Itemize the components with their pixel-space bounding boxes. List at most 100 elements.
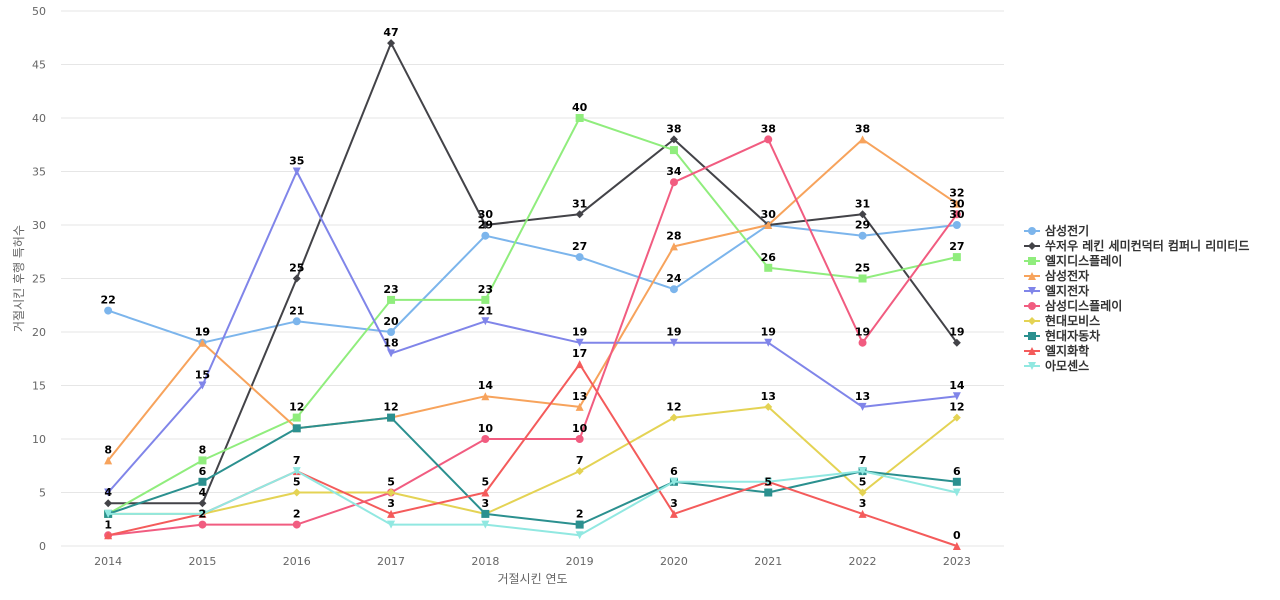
data-point[interactable]: [952, 477, 961, 486]
data-point[interactable]: [292, 317, 301, 326]
data-point[interactable]: [481, 221, 490, 229]
legend-item[interactable]: 엘지화학: [1024, 343, 1089, 358]
data-point[interactable]: [575, 338, 584, 347]
data-point[interactable]: [387, 295, 396, 304]
legend-item[interactable]: 현대자동차: [1024, 328, 1100, 343]
data-point[interactable]: [292, 520, 301, 529]
legend-item[interactable]: 삼성전자: [1024, 268, 1089, 283]
data-point[interactable]: [764, 221, 773, 229]
data-point[interactable]: [198, 520, 207, 529]
data-point[interactable]: [387, 488, 396, 497]
data-point[interactable]: [952, 392, 961, 401]
series-line[interactable]: [108, 470, 958, 537]
data-point[interactable]: [104, 509, 113, 518]
data-point[interactable]: [952, 221, 961, 229]
data-point[interactable]: [858, 338, 867, 347]
data-point[interactable]: [198, 381, 207, 390]
data-point[interactable]: [387, 509, 396, 518]
legend-item[interactable]: 쑤저우 레킨 세미컨덕터 컴퍼니 리미티드: [1024, 238, 1249, 253]
data-point[interactable]: [387, 413, 396, 422]
data-point[interactable]: [669, 477, 678, 486]
data-point[interactable]: [858, 467, 867, 476]
data-point[interactable]: [575, 435, 584, 443]
data-point[interactable]: [669, 509, 678, 518]
data-point[interactable]: [764, 488, 773, 497]
data-point[interactable]: [292, 413, 301, 422]
series-line[interactable]: [108, 405, 958, 515]
data-point[interactable]: [481, 435, 490, 443]
data-point[interactable]: [575, 531, 584, 540]
series-line[interactable]: [108, 42, 958, 505]
data-point[interactable]: [575, 114, 584, 122]
data-point[interactable]: [669, 146, 678, 155]
data-point[interactable]: [292, 467, 301, 476]
data-point[interactable]: [481, 520, 490, 529]
data-point[interactable]: [387, 328, 396, 336]
legend-item[interactable]: 엘지전자: [1024, 283, 1089, 298]
data-point[interactable]: [858, 488, 867, 497]
data-point[interactable]: [104, 456, 113, 465]
data-point[interactable]: [575, 253, 584, 262]
data-point[interactable]: [764, 338, 773, 347]
data-point[interactable]: [858, 402, 867, 411]
data-point[interactable]: [104, 306, 113, 315]
legend-item[interactable]: 현대모비스: [1024, 313, 1100, 328]
data-point[interactable]: [575, 402, 584, 411]
series-line[interactable]: [107, 170, 957, 494]
data-point[interactable]: [198, 456, 207, 465]
data-point[interactable]: [764, 135, 773, 144]
data-point[interactable]: [387, 349, 396, 358]
data-point[interactable]: [481, 392, 490, 401]
data-point[interactable]: [952, 253, 961, 262]
data-point[interactable]: [952, 338, 961, 347]
data-point[interactable]: [858, 509, 867, 518]
data-point[interactable]: [387, 39, 396, 48]
series-line[interactable]: [107, 117, 958, 515]
data-point[interactable]: [858, 135, 867, 144]
data-point[interactable]: [952, 199, 961, 208]
data-point[interactable]: [575, 520, 584, 529]
data-point[interactable]: [669, 285, 678, 294]
series-line[interactable]: [107, 224, 957, 344]
data-point[interactable]: [952, 210, 961, 219]
data-point[interactable]: [292, 167, 301, 176]
legend-item[interactable]: 아모센스: [1024, 358, 1089, 373]
data-point[interactable]: [858, 231, 867, 240]
data-point[interactable]: [669, 242, 678, 251]
data-point[interactable]: [104, 499, 113, 508]
data-point[interactable]: [575, 360, 584, 369]
data-point[interactable]: [575, 467, 584, 476]
data-point[interactable]: [198, 477, 207, 486]
data-point[interactable]: [952, 542, 961, 550]
data-point[interactable]: [481, 509, 490, 518]
data-point[interactable]: [198, 499, 207, 508]
data-point[interactable]: [952, 413, 961, 422]
data-point[interactable]: [481, 295, 490, 304]
data-point[interactable]: [104, 488, 113, 497]
data-point[interactable]: [952, 488, 961, 497]
data-point[interactable]: [858, 274, 867, 283]
data-point[interactable]: [292, 488, 301, 497]
series-line[interactable]: [107, 138, 958, 462]
data-point[interactable]: [575, 210, 584, 219]
data-point[interactable]: [481, 231, 490, 240]
legend-item[interactable]: 삼성전기: [1024, 223, 1089, 238]
data-point[interactable]: [858, 210, 867, 219]
data-point[interactable]: [764, 263, 773, 272]
data-point[interactable]: [481, 488, 490, 497]
series-line[interactable]: [108, 138, 958, 537]
data-point[interactable]: [669, 135, 678, 144]
data-point[interactable]: [292, 274, 301, 283]
legend-item[interactable]: 삼성디스플레이: [1024, 298, 1122, 313]
legend-item[interactable]: 엘지디스플레이: [1024, 253, 1122, 268]
data-point[interactable]: [481, 317, 490, 326]
series-line[interactable]: [107, 416, 957, 526]
data-point[interactable]: [387, 520, 396, 529]
data-point[interactable]: [669, 178, 678, 187]
data-point[interactable]: [669, 413, 678, 422]
data-point[interactable]: [198, 509, 207, 518]
data-point[interactable]: [198, 338, 207, 347]
data-point[interactable]: [104, 531, 113, 540]
data-point[interactable]: [669, 338, 678, 347]
